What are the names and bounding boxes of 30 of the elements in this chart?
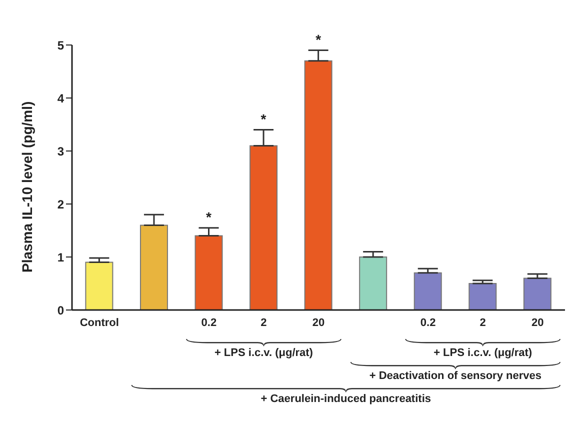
text: + LPS i.c.v. (μg/rat) (214, 347, 314, 359)
text: + Deactivation of sensory nerves (369, 370, 542, 382)
x-tick-label: 2 (260, 316, 267, 329)
bar (250, 145, 278, 310)
data-label: * (316, 31, 322, 48)
x-tick-label: 0.2 (201, 316, 217, 329)
y-tick-label: 5 (57, 38, 64, 52)
y-axis-title: Plasma IL-10 level (pg/ml) (18, 101, 35, 272)
bar (85, 262, 114, 310)
bar (523, 278, 552, 310)
y-tick-label: 3 (57, 144, 64, 158)
y-tick-label: 1 (57, 250, 64, 264)
x-tick-label: 20 (312, 316, 325, 329)
text: + Caerulein-induced pancreatitis (260, 393, 432, 405)
y-tick-label: 0 (57, 303, 64, 318)
bar (140, 224, 168, 310)
x-tick-label: 2 (480, 316, 486, 329)
bar (194, 235, 223, 310)
bar (359, 256, 388, 310)
y-tick-label: 4 (57, 91, 64, 106)
data-label: * (206, 208, 212, 225)
x-tick-label: 20 (531, 316, 544, 329)
y-tick-label: 2 (57, 197, 64, 212)
x-tick-label: Control (80, 316, 119, 329)
bar (414, 272, 442, 310)
x-tick-label: 0.2 (420, 316, 436, 329)
bar (304, 60, 332, 310)
text: + LPS i.c.v. (μg/rat) (434, 347, 532, 359)
bar (468, 283, 497, 310)
data-label: * (260, 110, 267, 127)
